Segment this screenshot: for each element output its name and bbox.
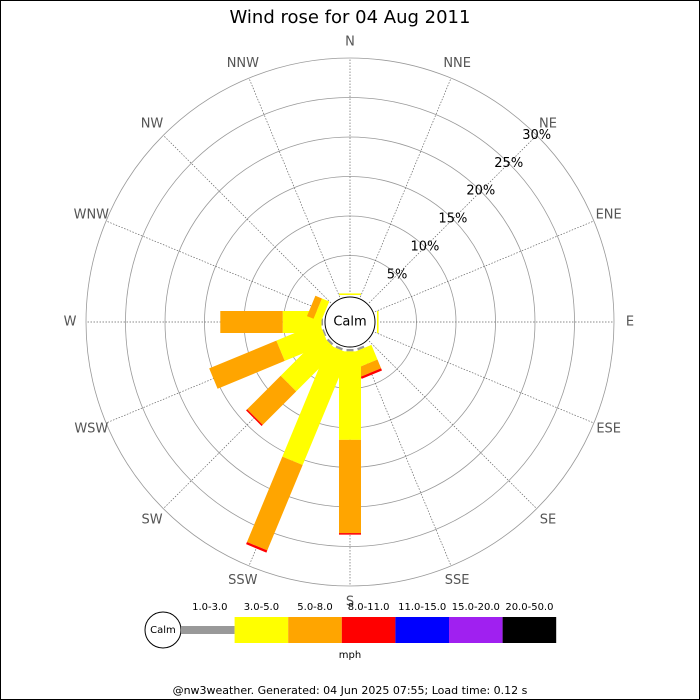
r-tick-label: 15% bbox=[438, 212, 467, 227]
direction-label: E bbox=[626, 315, 634, 330]
direction-label: W bbox=[64, 315, 77, 330]
spoke bbox=[374, 332, 595, 424]
spoke bbox=[368, 135, 537, 304]
bar-segment bbox=[339, 533, 361, 535]
legend-calm-label: Calm bbox=[150, 625, 176, 636]
legend-swatch bbox=[502, 617, 557, 643]
legend-label: 1.0-3.0 bbox=[192, 602, 227, 613]
direction-label: NNE bbox=[443, 56, 471, 71]
direction-label: ESE bbox=[596, 422, 621, 437]
legend-label: 11.0-15.0 bbox=[398, 602, 446, 613]
calm-label: Calm bbox=[333, 315, 366, 330]
spoke bbox=[248, 77, 340, 298]
chart-title: Wind rose for 04 Aug 2011 bbox=[230, 7, 471, 28]
bar-segment bbox=[280, 334, 338, 392]
r-tick-label: 30% bbox=[522, 128, 551, 143]
spoke bbox=[360, 77, 452, 298]
legend-swatch bbox=[395, 617, 449, 643]
legend-unit: mph bbox=[339, 650, 361, 661]
legend-label: 8.0-11.0 bbox=[348, 602, 390, 613]
bar-segment bbox=[357, 345, 365, 351]
bar-segment bbox=[357, 359, 382, 377]
bar-segment bbox=[360, 368, 382, 379]
legend-swatch bbox=[234, 617, 289, 643]
bar-segment bbox=[209, 340, 285, 389]
legend-label: 3.0-5.0 bbox=[244, 602, 279, 613]
direction-label: SSW bbox=[228, 573, 258, 588]
direction-label: S bbox=[346, 595, 354, 610]
bar-segment bbox=[346, 349, 354, 352]
bar-segment bbox=[326, 338, 334, 346]
bar-segment bbox=[313, 298, 330, 322]
bar-segment bbox=[377, 311, 379, 333]
spoke bbox=[368, 340, 537, 509]
r-tick-label: 20% bbox=[466, 184, 495, 199]
legend-swatch bbox=[341, 617, 396, 643]
legend-label: 20.0-50.0 bbox=[505, 602, 553, 613]
direction-label: NE bbox=[539, 117, 557, 132]
calm-circle bbox=[324, 296, 376, 348]
spoke bbox=[360, 346, 452, 567]
direction-label: N bbox=[345, 35, 355, 50]
footer: @nw3weather. Generated: 04 Jun 2025 07:5… bbox=[173, 684, 528, 697]
r-tick-label: 25% bbox=[494, 156, 523, 171]
legend-label: 15.0-20.0 bbox=[452, 602, 500, 613]
spoke bbox=[374, 220, 595, 312]
spoke bbox=[163, 135, 332, 304]
bar-segment bbox=[339, 293, 361, 295]
legend-swatch bbox=[181, 626, 235, 634]
r-tick-label: 10% bbox=[411, 240, 440, 255]
direction-label: NNW bbox=[227, 56, 259, 71]
direction-label: SW bbox=[141, 512, 162, 527]
legend-swatch bbox=[449, 617, 503, 643]
legend-label: 5.0-8.0 bbox=[297, 602, 332, 613]
direction-label: ENE bbox=[596, 207, 622, 222]
r-tick-label: 5% bbox=[387, 267, 408, 282]
direction-label: SE bbox=[540, 512, 556, 527]
bar-segment bbox=[247, 375, 297, 425]
bar-segment bbox=[335, 345, 343, 351]
direction-label: NW bbox=[141, 117, 164, 132]
bar-segment bbox=[246, 541, 268, 553]
bar-segment bbox=[306, 295, 322, 319]
ring bbox=[125, 97, 575, 547]
direction-label: SSE bbox=[445, 573, 470, 588]
bar-segment bbox=[282, 344, 349, 466]
bar-segment bbox=[321, 318, 323, 326]
bar-segment bbox=[339, 439, 361, 534]
direction-label: WNW bbox=[74, 207, 110, 222]
bar-segment bbox=[339, 351, 361, 440]
bar-segment bbox=[246, 409, 263, 426]
bar-segment bbox=[322, 329, 327, 337]
bar-segment bbox=[220, 311, 283, 333]
spoke bbox=[105, 220, 326, 312]
legend-swatch bbox=[288, 617, 342, 643]
ring bbox=[85, 57, 615, 587]
bar-segment bbox=[246, 456, 303, 551]
direction-label: WSW bbox=[74, 422, 108, 437]
